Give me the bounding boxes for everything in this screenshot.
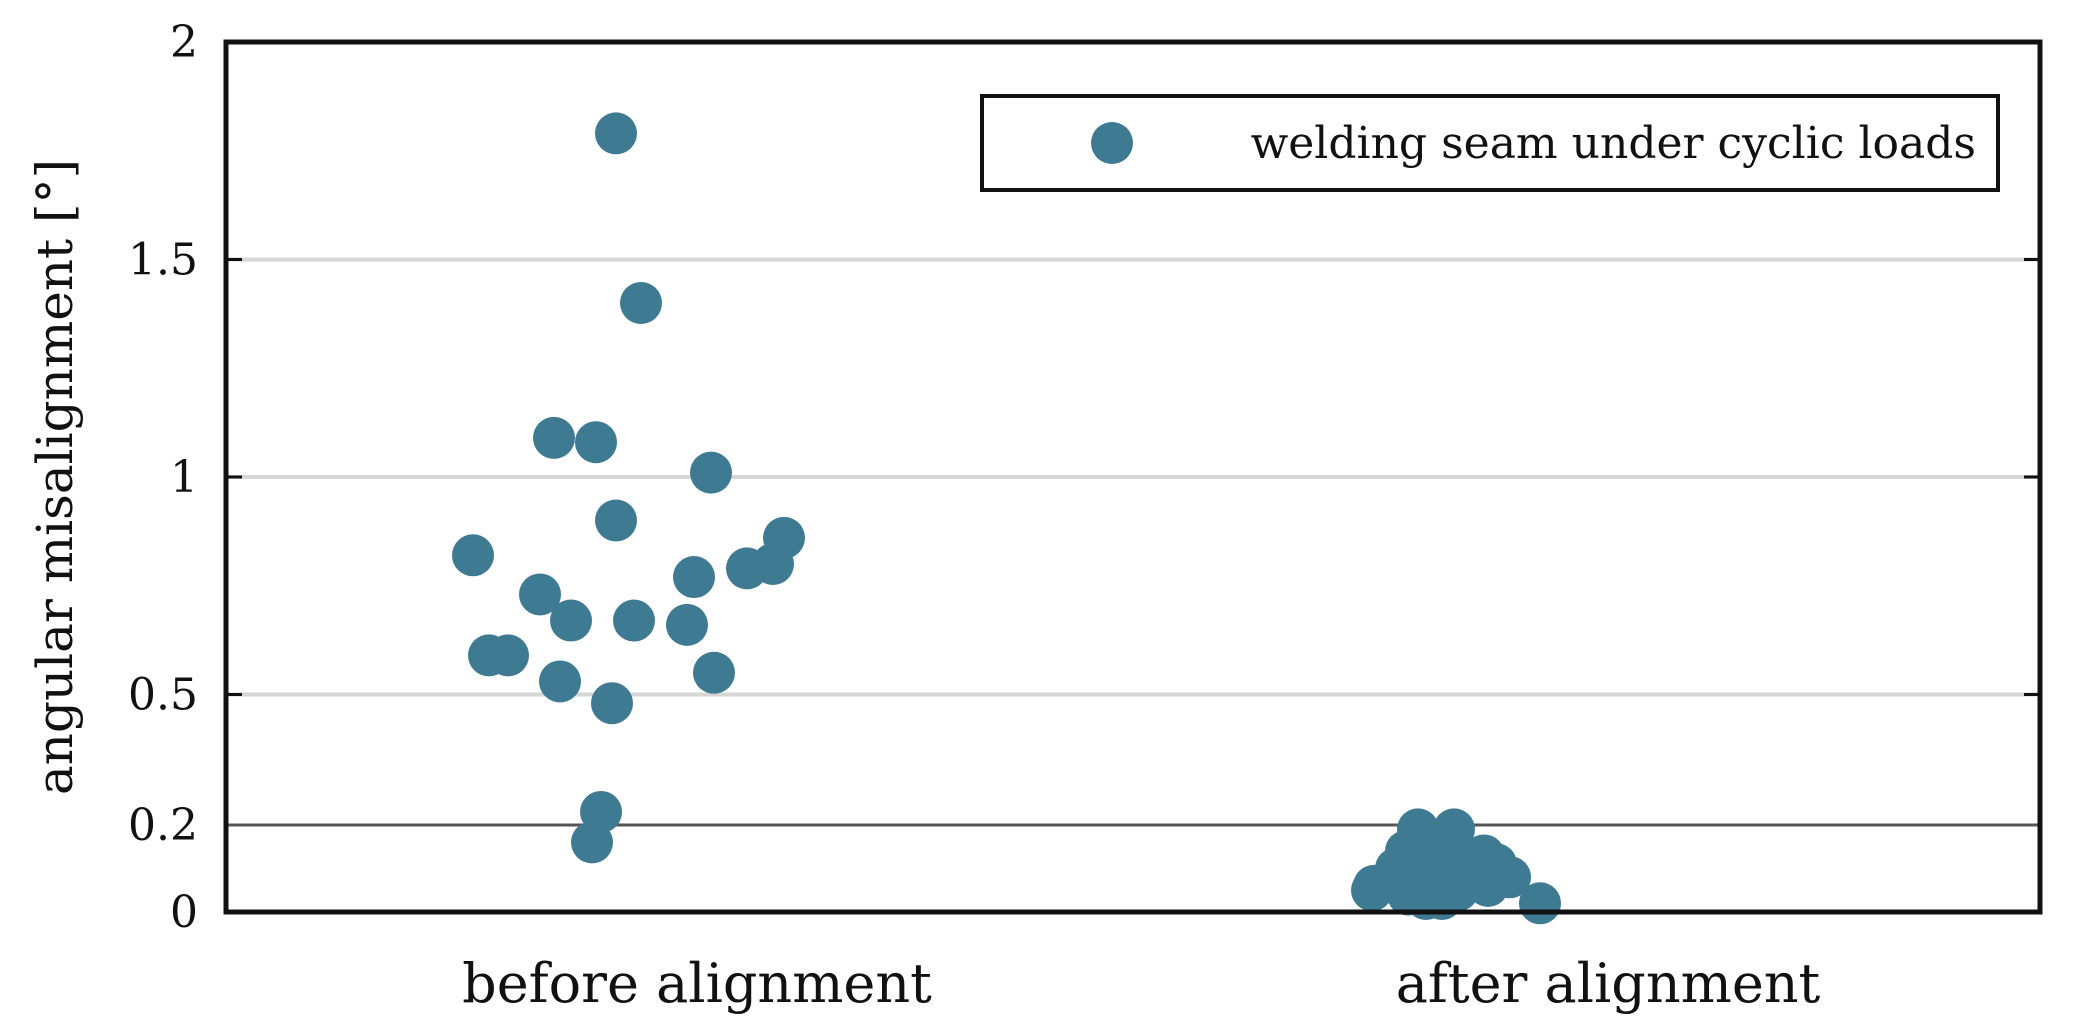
data-point [613, 599, 655, 642]
data-point [693, 651, 735, 694]
x-category-label: after alignment [1396, 952, 1821, 1015]
data-point [726, 547, 768, 590]
data-point [575, 421, 617, 464]
data-point [690, 451, 732, 494]
y-axis-label: angular misalignment [°] [26, 159, 84, 795]
y-tick-label: 0 [170, 887, 198, 938]
y-tick-label: 1.5 [128, 235, 198, 286]
plot-frame [223, 39, 2043, 915]
legend-label: welding seam under cyclic loads [1251, 118, 1976, 169]
y-tick-label: 1 [170, 452, 198, 503]
x-category-labels: before alignment after alignment [462, 952, 1820, 1015]
data-point [1519, 882, 1561, 925]
data-points [452, 112, 1561, 925]
data-point [1421, 877, 1463, 920]
data-point [595, 499, 637, 542]
x-category-label: before alignment [462, 952, 932, 1015]
data-point [533, 416, 575, 459]
y-tick-label: 2 [170, 17, 198, 68]
grid-lines [226, 40, 2040, 914]
data-point [550, 599, 592, 642]
legend-marker [1091, 122, 1133, 164]
data-point [673, 556, 715, 599]
data-point [591, 682, 633, 725]
y-tick-labels: 0 0.2 0.5 1 1.5 2 [128, 17, 198, 938]
y-tick-label: 0.5 [128, 670, 198, 721]
data-point [595, 112, 637, 155]
legend-box [980, 94, 2000, 192]
y-tick-label: 0.2 [128, 800, 198, 851]
data-point [620, 282, 662, 324]
data-point [1351, 869, 1393, 912]
data-point [487, 634, 529, 677]
data-point [571, 821, 613, 864]
data-point [519, 573, 561, 616]
data-point [452, 534, 494, 577]
data-point [666, 603, 708, 646]
data-point [539, 660, 581, 703]
legend: welding seam under cyclic loads [980, 94, 2000, 192]
